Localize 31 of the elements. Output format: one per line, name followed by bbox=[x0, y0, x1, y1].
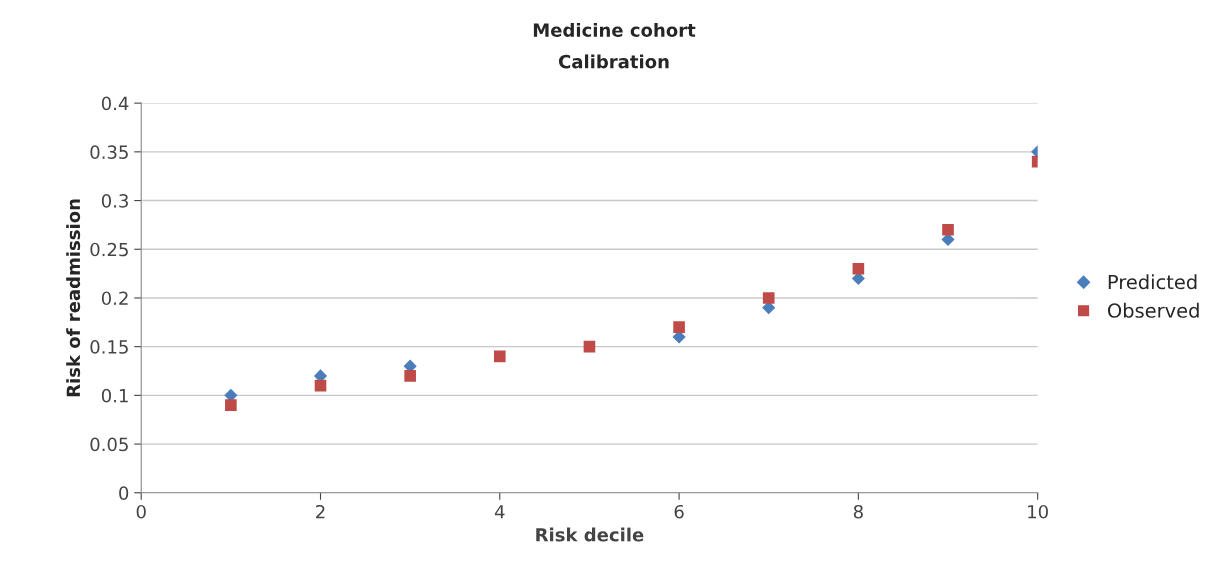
point bbox=[493, 350, 506, 363]
point bbox=[942, 223, 954, 236]
y-tick-label: 0.25 bbox=[90, 242, 128, 257]
y-tick-label: 0 bbox=[119, 486, 129, 500]
x-tick-label: 6 bbox=[674, 504, 684, 519]
legend-label: Observed bbox=[1107, 302, 1199, 318]
y-tick-label: 0.3 bbox=[101, 194, 128, 208]
y-tick-label: 0.15 bbox=[90, 340, 128, 354]
point bbox=[224, 388, 238, 402]
x-tick-label: 4 bbox=[494, 505, 505, 519]
x-tick-label: 2 bbox=[316, 504, 325, 519]
y-tick-label: 0.4 bbox=[101, 96, 129, 111]
point bbox=[852, 262, 865, 275]
legend-label: Predicted bbox=[1108, 274, 1197, 290]
point bbox=[583, 340, 596, 353]
x-axis-title: Risk decile bbox=[536, 527, 644, 542]
x-tick-label: 0 bbox=[136, 504, 146, 519]
point bbox=[762, 292, 775, 304]
y-tick-label: 0.2 bbox=[101, 291, 128, 306]
point bbox=[225, 399, 237, 411]
chart-subtitle: Calibration bbox=[558, 54, 669, 69]
y-tick-label: 0.1 bbox=[101, 388, 128, 403]
x-tick-label: 8 bbox=[853, 504, 863, 519]
x-tick-label: 10 bbox=[1028, 504, 1048, 519]
point bbox=[404, 370, 416, 382]
y-tick-label: 0.05 bbox=[90, 437, 128, 452]
point bbox=[673, 321, 685, 333]
y-axis-title: Risk of readmission bbox=[66, 199, 81, 397]
point bbox=[314, 379, 327, 392]
y-tick-label: 0.35 bbox=[90, 145, 128, 159]
chart-title: Medicine cohort bbox=[533, 22, 696, 37]
